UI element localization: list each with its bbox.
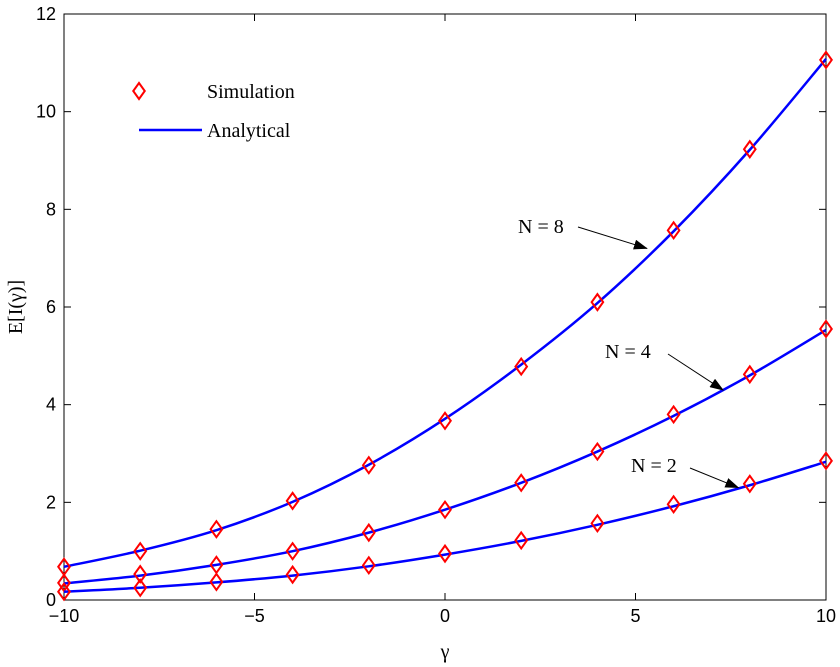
simulation-point-n-8 — [209, 519, 224, 539]
simulation-point-n-2 — [57, 581, 71, 602]
simulation-point-n-2 — [361, 555, 376, 576]
simulation-point-n-4 — [514, 473, 529, 493]
simulation-point-n-2 — [742, 474, 757, 494]
plot-frame — [63, 13, 827, 601]
x-tick-label: 0 — [440, 606, 450, 626]
simulation-point-n-4 — [666, 404, 681, 425]
simulation-point-n-8 — [133, 541, 148, 561]
simulation-point-n-4 — [361, 522, 376, 543]
simulation-point-n-8 — [285, 491, 300, 511]
simulation-point-n-2 — [514, 530, 529, 551]
x-tick-label: −5 — [244, 606, 265, 626]
x-axis-label: γ — [440, 641, 450, 663]
y-tick-label: 8 — [46, 199, 56, 219]
simulation-point-n-4 — [819, 319, 833, 339]
simulation-point-n-8 — [438, 411, 452, 431]
analytical-line-n-4 — [63, 328, 827, 585]
y-tick-label: 4 — [46, 395, 56, 415]
legend-analytical-label: Analytical — [207, 120, 291, 142]
x-tick-label: 10 — [816, 606, 836, 626]
legend-simulation-marker — [132, 81, 146, 101]
y-tick-label: 12 — [36, 4, 56, 24]
annotation-label: N = 8 — [518, 216, 564, 238]
simulation-point-n-8 — [666, 220, 681, 241]
y-tick-label: 0 — [46, 590, 56, 610]
simulation-point-n-4 — [590, 441, 605, 462]
annotation-arrow — [667, 353, 724, 391]
simulation-point-n-8 — [361, 455, 376, 475]
y-tick-label: 10 — [36, 102, 56, 122]
simulation-point-n-2 — [285, 564, 300, 585]
annotation-arrow — [689, 467, 740, 489]
simulation-point-n-8 — [742, 139, 757, 159]
simulation-point-n-2 — [666, 494, 681, 514]
simulation-point-n-8 — [819, 50, 833, 70]
analytical-line-n-2 — [63, 460, 827, 593]
annotation-arrow — [577, 226, 648, 250]
simulation-point-n-2 — [438, 543, 452, 564]
legend-simulation-label: Simulation — [207, 81, 295, 103]
simulation-point-n-2 — [133, 578, 148, 598]
simulation-point-n-8 — [590, 292, 605, 312]
simulation-point-n-4 — [133, 564, 148, 584]
simulation-point-n-4 — [285, 541, 300, 561]
simulation-point-n-2 — [209, 572, 224, 592]
simulation-point-n-4 — [438, 499, 452, 520]
analytical-line-n-8 — [63, 58, 827, 569]
y-tick-label: 6 — [46, 297, 56, 317]
y-axis-label: E[I(γ)] — [5, 280, 27, 334]
simulation-point-n-2 — [590, 513, 605, 534]
simulation-point-n-2 — [819, 451, 833, 471]
x-tick-label: 5 — [630, 606, 640, 626]
simulation-point-n-4 — [742, 364, 757, 385]
x-tick-label: −10 — [49, 606, 80, 626]
annotation-label: N = 4 — [605, 341, 651, 363]
annotation-label: N = 2 — [631, 455, 677, 477]
simulation-point-n-8 — [514, 356, 529, 377]
y-tick-label: 2 — [46, 492, 56, 512]
